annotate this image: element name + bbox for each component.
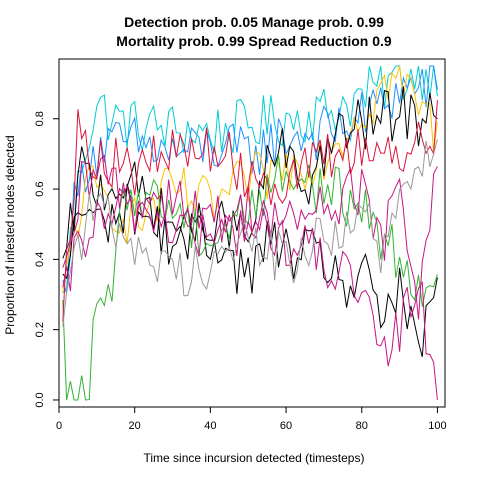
axis-layer: 0 20 40 60 80 100 0.0 0.2 0.4 0.6 0.8: [34, 111, 447, 432]
series-layer: [62, 65, 438, 401]
x-tick-label: 60: [280, 420, 292, 432]
y-tick-label: 0.6: [34, 181, 46, 196]
y-tick-label: 0.2: [34, 322, 46, 337]
y-axis-label: Proportion of infested nodes detected: [3, 135, 17, 334]
x-tick-label: 40: [204, 420, 216, 432]
x-tick-label: 20: [129, 420, 141, 432]
chart-title-line2: Mortality prob. 0.99 Spread Reduction 0.…: [116, 33, 392, 49]
series-line-10: [62, 139, 438, 327]
y-tick-label: 0.0: [34, 392, 46, 407]
y-tick-label: 0.8: [34, 111, 46, 126]
x-tick-label: 0: [56, 420, 62, 432]
series-line-2: [62, 65, 438, 294]
series-line-5: [62, 183, 438, 358]
series-line-9: [62, 99, 438, 322]
series-line-3: [62, 65, 438, 293]
series-line-7: [62, 185, 438, 401]
y-tick-label: 0.4: [34, 252, 46, 267]
x-axis-label: Time since incursion detected (timesteps…: [144, 451, 365, 465]
chart-title-line1: Detection prob. 0.05 Manage prob. 0.99: [124, 14, 384, 30]
x-tick-label: 80: [356, 420, 368, 432]
series-line-8: [62, 154, 438, 320]
series-line-1: [62, 65, 438, 294]
x-tick-label: 100: [428, 420, 446, 432]
